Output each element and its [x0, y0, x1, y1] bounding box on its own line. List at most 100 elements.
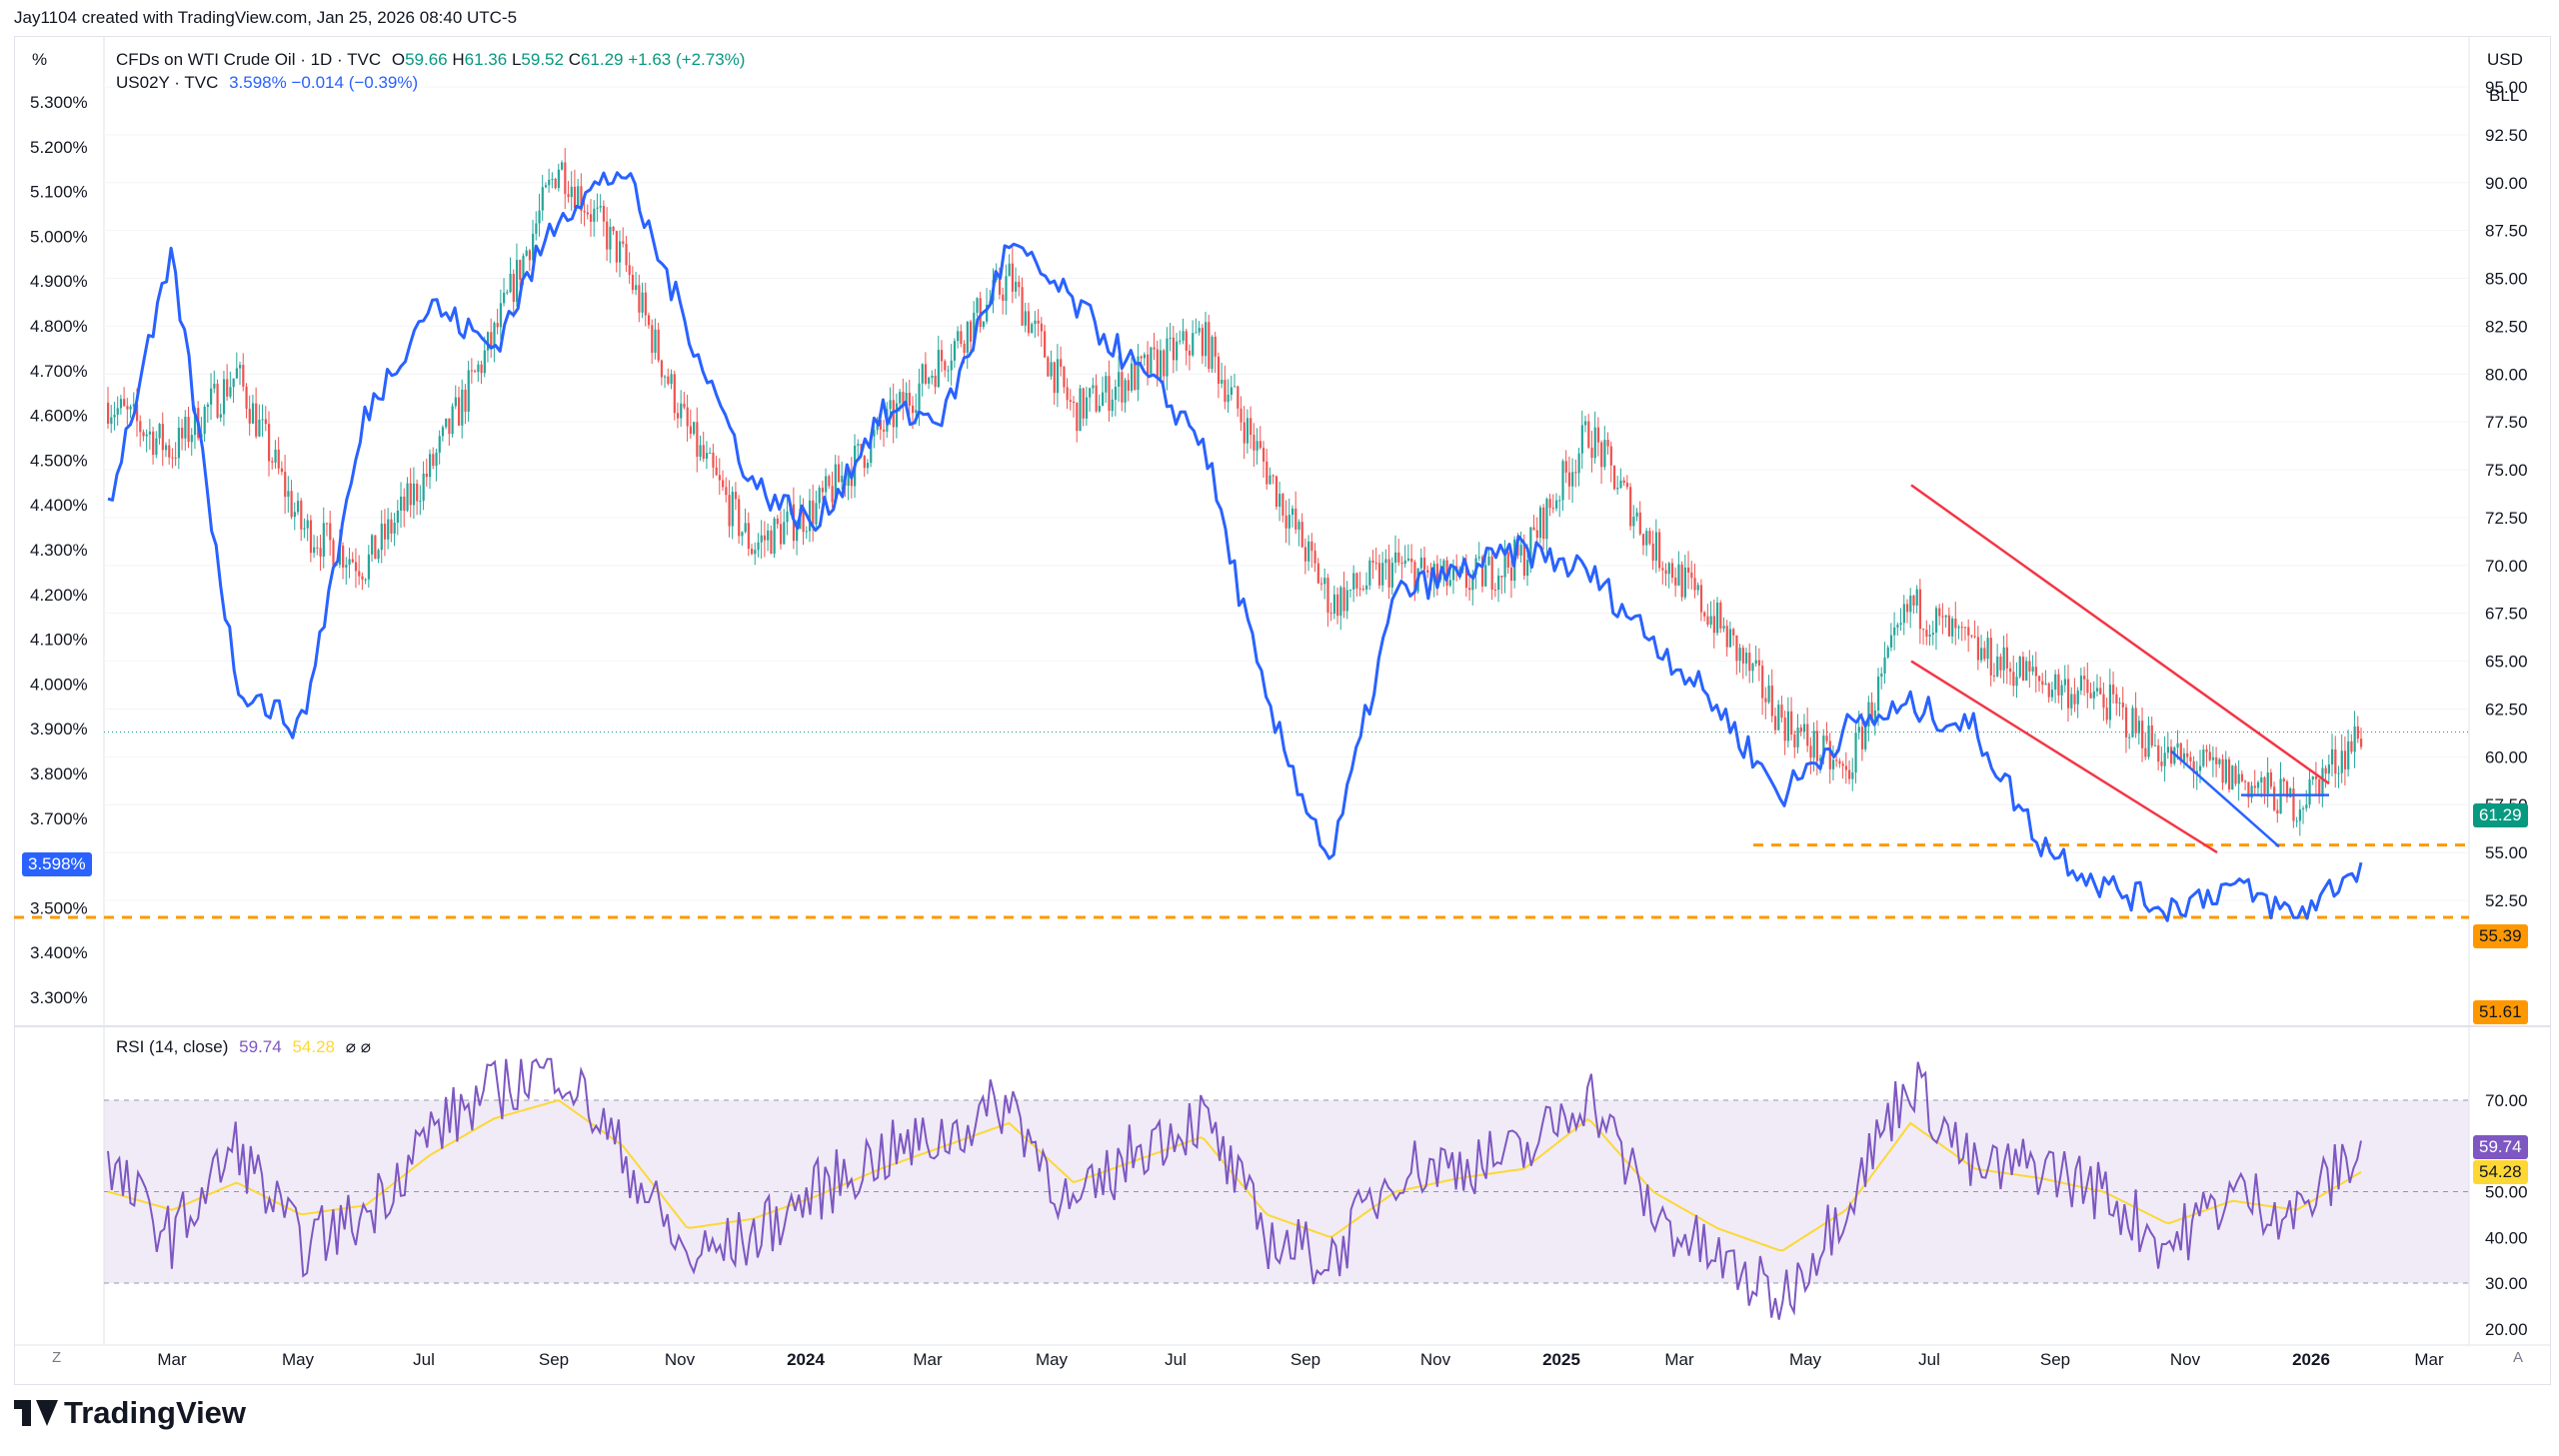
candle-body	[657, 329, 660, 361]
unit-label[interactable]: BLL	[2489, 86, 2520, 105]
candle-body	[953, 341, 957, 361]
candle-body	[709, 452, 712, 454]
candle-body	[235, 368, 238, 379]
candle-body	[1799, 728, 1802, 732]
candle-body	[1307, 541, 1310, 562]
candle-body	[895, 403, 899, 428]
time-axis-tick: 2025	[1542, 1350, 1580, 1369]
candle-body	[960, 331, 963, 345]
candle-body	[673, 374, 676, 414]
candle-body	[1957, 627, 1960, 629]
left-axis-unit: %	[32, 50, 48, 69]
yield-symbol[interactable]: US02Y · TVC	[116, 73, 219, 92]
candle-body	[2012, 672, 2015, 687]
candle-body	[2340, 750, 2343, 773]
candle-body	[470, 370, 474, 372]
candle-body	[1693, 578, 1696, 591]
candle-body	[1873, 710, 1876, 723]
rsi-axis-tick: 50.00	[2485, 1183, 2528, 1202]
candle-body	[1532, 527, 1535, 531]
candle-body	[622, 241, 625, 244]
candle-body	[1728, 629, 1732, 648]
candle-body	[1262, 448, 1266, 462]
auto-scale-button[interactable]: A	[2513, 1349, 2524, 1366]
candle-body	[1342, 587, 1345, 612]
rsi-axis-tick: 30.00	[2485, 1274, 2528, 1293]
candle-body	[2182, 752, 2186, 761]
candle-body	[1400, 562, 1403, 565]
candle-body	[590, 214, 593, 222]
candle-body	[1323, 578, 1326, 585]
time-axis-tick: May	[1036, 1350, 1069, 1369]
candle-body	[805, 531, 808, 533]
candle-body	[271, 461, 274, 463]
right-axis-tick: 72.50	[2485, 509, 2528, 528]
rsi-legend[interactable]: RSI (14, close) 59.74 54.28 ⌀ ⌀	[116, 1037, 371, 1057]
candle-body	[1999, 657, 2002, 671]
chart-frame	[14, 36, 2551, 1385]
rsi-title[interactable]: RSI (14, close)	[116, 1037, 229, 1056]
candle-body	[1253, 435, 1256, 451]
candle-body	[1018, 281, 1021, 288]
candle-body	[2360, 738, 2363, 747]
wedge-lower-trendline	[2170, 749, 2280, 848]
candle-body	[213, 383, 216, 389]
candle-body	[1156, 349, 1159, 380]
candle-body	[2318, 778, 2321, 797]
rsi-ma-line	[107, 1098, 2362, 1252]
candle-body	[1339, 587, 1342, 617]
candle-body	[1831, 759, 1835, 769]
rsi-visibility-icons[interactable]: ⌀ ⌀	[345, 1037, 371, 1056]
candle-body	[1269, 475, 1272, 485]
zoom-reset-button[interactable]: Z	[52, 1349, 62, 1366]
currency-label[interactable]: USD	[2487, 50, 2523, 69]
candle-body	[1606, 440, 1609, 447]
candle-body	[728, 495, 731, 527]
candle-body	[2015, 677, 2018, 687]
candle-body	[1719, 602, 1722, 629]
time-axis-tick: Sep	[2040, 1350, 2070, 1369]
candle-body	[425, 473, 428, 478]
candle-body	[1989, 638, 1992, 676]
candle-body	[1118, 372, 1121, 387]
candle-body	[548, 179, 551, 186]
price-legend[interactable]: CFDs on WTI Crude Oil · 1D · TVC O59.66 …	[116, 50, 745, 70]
candle-body	[226, 379, 229, 397]
candle-body	[1674, 577, 1677, 586]
candle-body	[2298, 808, 2302, 821]
yield-legend[interactable]: US02Y · TVC 3.598% −0.014 (−0.39%)	[116, 73, 418, 93]
candle-body	[377, 550, 380, 560]
candle-body	[1574, 472, 1577, 474]
candle-body	[1371, 560, 1374, 564]
candle-body	[2115, 694, 2118, 704]
candle-body	[110, 417, 113, 425]
candle-body	[1706, 616, 1709, 626]
candle-body	[564, 162, 567, 195]
candle-body	[383, 524, 387, 540]
candle-body	[1468, 588, 1471, 591]
candle-body	[1838, 760, 1841, 764]
candle-body	[2005, 647, 2008, 669]
candle-body	[528, 250, 532, 261]
candle-body	[912, 405, 915, 414]
candle-body	[2273, 786, 2276, 810]
candle-body	[1237, 386, 1240, 409]
symbol-name[interactable]: CFDs on WTI Crude Oil · 1D · TVC	[116, 50, 382, 69]
candle-body	[1748, 653, 1751, 672]
candle-body	[280, 468, 284, 473]
candle-body	[403, 496, 406, 511]
candle-body	[1934, 608, 1938, 634]
candle-body	[1509, 567, 1513, 582]
candle-body	[879, 420, 882, 430]
candle-body	[1983, 648, 1986, 660]
candle-body	[1664, 570, 1667, 575]
candle-body	[1590, 447, 1593, 459]
candle-body	[2208, 751, 2211, 760]
candle-body	[1037, 320, 1040, 324]
channel-upper-trendline	[1910, 484, 2330, 785]
candle-body	[525, 250, 528, 256]
candle-body	[1848, 769, 1851, 779]
candle-body	[1699, 585, 1703, 613]
candle-body	[1355, 573, 1358, 589]
